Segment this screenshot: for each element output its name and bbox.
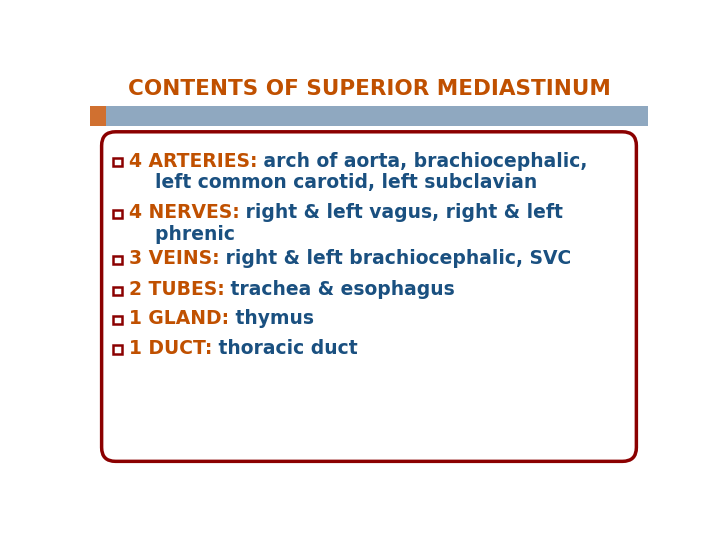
- Text: 1 GLAND:: 1 GLAND:: [129, 309, 229, 328]
- Text: thymus: thymus: [229, 309, 314, 328]
- Bar: [90, 106, 106, 126]
- Text: right & left brachiocephalic, SVC: right & left brachiocephalic, SVC: [220, 249, 572, 268]
- Text: 3 VEINS:: 3 VEINS:: [129, 249, 220, 268]
- Bar: [113, 210, 122, 218]
- Text: arch of aorta, brachiocephalic,: arch of aorta, brachiocephalic,: [257, 152, 588, 171]
- Bar: [113, 316, 122, 325]
- Text: phrenic: phrenic: [129, 225, 235, 244]
- Text: thoracic duct: thoracic duct: [212, 339, 358, 357]
- Bar: [113, 287, 122, 295]
- Text: left common carotid, left subclavian: left common carotid, left subclavian: [129, 173, 537, 192]
- Text: 2 TUBES:: 2 TUBES:: [129, 280, 225, 299]
- Text: trachea & esophagus: trachea & esophagus: [225, 280, 455, 299]
- Bar: [113, 345, 122, 354]
- Bar: [113, 256, 122, 264]
- Text: 1 DUCT:: 1 DUCT:: [129, 339, 212, 357]
- Text: CONTENTS OF SUPERIOR MEDIASTINUM: CONTENTS OF SUPERIOR MEDIASTINUM: [127, 79, 611, 99]
- Bar: [113, 158, 122, 166]
- Text: 4 ARTERIES:: 4 ARTERIES:: [129, 152, 257, 171]
- FancyBboxPatch shape: [102, 132, 636, 461]
- Bar: [90, 106, 648, 126]
- Text: right & left vagus, right & left: right & left vagus, right & left: [240, 203, 563, 222]
- Text: 4 NERVES:: 4 NERVES:: [129, 203, 240, 222]
